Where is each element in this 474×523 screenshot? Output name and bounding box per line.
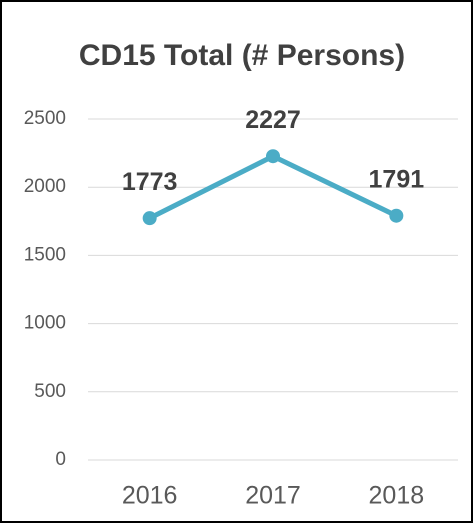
y-tick-label: 2000: [24, 176, 66, 197]
data-label: 2227: [245, 106, 301, 134]
chart-title: CD15 Total (# Persons): [79, 39, 405, 72]
y-tick-label: 1000: [24, 313, 66, 334]
data-label: 1773: [122, 168, 178, 196]
x-tick-label: 2016: [122, 482, 178, 510]
y-tick-label: 500: [34, 381, 66, 402]
x-tick-label: 2018: [369, 482, 425, 510]
data-point: [266, 149, 280, 164]
data-point: [142, 211, 157, 226]
y-tick-label: 2500: [24, 108, 66, 129]
x-tick-label: 2017: [245, 482, 301, 510]
y-tick-label: 1500: [24, 244, 66, 265]
data-label: 1791: [369, 165, 425, 193]
data-point: [389, 208, 404, 223]
y-tick-label: 0: [55, 449, 66, 470]
